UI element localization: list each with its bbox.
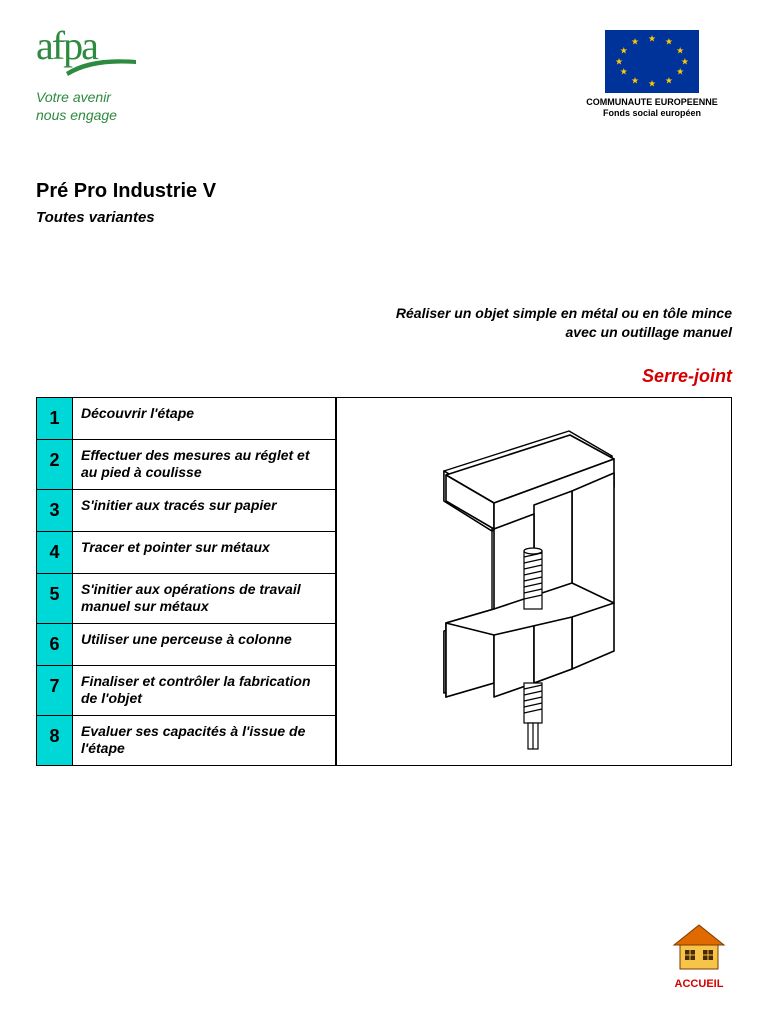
step-description[interactable]: Evaluer ses capacités à l'issue de l'éta… (73, 715, 336, 765)
afpa-swoosh-icon (66, 58, 136, 76)
table-row: 8Evaluer ses capacités à l'issue de l'ét… (37, 715, 336, 765)
afpa-tagline: Votre avenir nous engage (36, 89, 186, 124)
step-description[interactable]: S'initier aux tracés sur papier (73, 489, 336, 531)
steps-table: 1Découvrir l'étape2Effectuer des mesures… (36, 397, 336, 766)
mid-line-1: Réaliser un objet simple en métal ou en … (36, 304, 732, 323)
eu-caption-line-1: COMMUNAUTE EUROPEENNE (572, 97, 732, 108)
header-row: afpa Votre avenir nous engage ★ ★ ★ ★ ★ … (36, 30, 732, 124)
logo-afpa: afpa Votre avenir nous engage (36, 30, 186, 124)
step-number[interactable]: 2 (37, 439, 73, 489)
table-row: 7Finaliser et contrôler la fabrication d… (37, 665, 336, 715)
step-description[interactable]: Finaliser et contrôler la fabrication de… (73, 665, 336, 715)
accueil-label: ACCUEIL (672, 978, 726, 990)
clamp-diagram-icon (384, 401, 684, 761)
table-row: 6Utiliser une perceuse à colonne (37, 623, 336, 665)
title-block: Pré Pro Industrie V Toutes variantes (36, 180, 732, 226)
eu-caption: COMMUNAUTE EUROPEENNE Fonds social europ… (572, 97, 732, 119)
table-row: 4Tracer et pointer sur métaux (37, 531, 336, 573)
accueil-button[interactable]: ACCUEIL (672, 923, 726, 990)
eu-caption-line-2: Fonds social européen (572, 108, 732, 119)
eu-flag-icon: ★ ★ ★ ★ ★ ★ ★ ★ ★ ★ ★ ★ (605, 30, 699, 93)
mid-line-2: avec un outillage manuel (36, 323, 732, 342)
table-row: 2Effectuer des mesures au réglet et au p… (37, 439, 336, 489)
step-number[interactable]: 3 (37, 489, 73, 531)
mid-description: Réaliser un objet simple en métal ou en … (36, 304, 732, 342)
logo-eu: ★ ★ ★ ★ ★ ★ ★ ★ ★ ★ ★ ★ COMMUNAUTE EUROP… (572, 30, 732, 119)
step-number[interactable]: 5 (37, 573, 73, 623)
step-description[interactable]: Effectuer des mesures au réglet et au pi… (73, 439, 336, 489)
content-row: 1Découvrir l'étape2Effectuer des mesures… (36, 397, 732, 766)
tagline-line-1: Votre avenir (36, 89, 186, 107)
step-description[interactable]: S'initier aux opérations de travail manu… (73, 573, 336, 623)
table-row: 3S'initier aux tracés sur papier (37, 489, 336, 531)
subtitle: Toutes variantes (36, 209, 732, 226)
clamp-diagram-box (336, 397, 732, 766)
step-description[interactable]: Découvrir l'étape (73, 397, 336, 439)
step-number[interactable]: 6 (37, 623, 73, 665)
step-number[interactable]: 4 (37, 531, 73, 573)
tagline-line-2: nous engage (36, 107, 186, 125)
step-number[interactable]: 7 (37, 665, 73, 715)
table-row: 5S'initier aux opérations de travail man… (37, 573, 336, 623)
table-row: 1Découvrir l'étape (37, 397, 336, 439)
main-title: Pré Pro Industrie V (36, 180, 732, 203)
home-icon (672, 923, 726, 971)
step-number[interactable]: 8 (37, 715, 73, 765)
object-name: Serre-joint (36, 366, 732, 387)
step-description[interactable]: Utiliser une perceuse à colonne (73, 623, 336, 665)
step-description[interactable]: Tracer et pointer sur métaux (73, 531, 336, 573)
step-number[interactable]: 1 (37, 397, 73, 439)
